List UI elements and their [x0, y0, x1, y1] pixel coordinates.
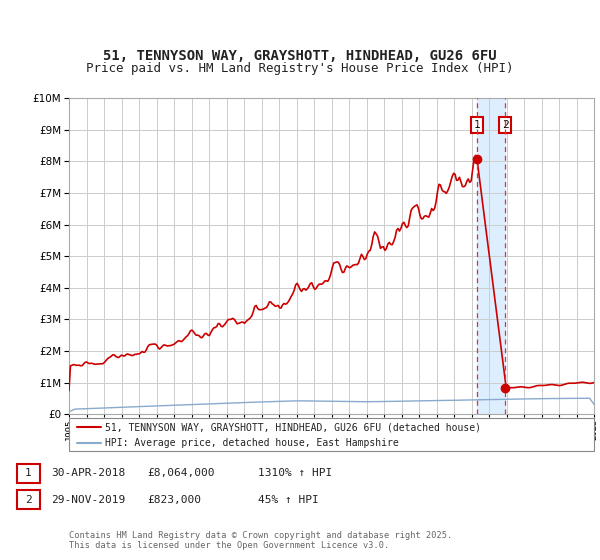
Text: Price paid vs. HM Land Registry's House Price Index (HPI): Price paid vs. HM Land Registry's House … [86, 62, 514, 75]
Text: 45% ↑ HPI: 45% ↑ HPI [258, 494, 319, 505]
Bar [477, 98, 505, 414]
Text: 1310% ↑ HPI: 1310% ↑ HPI [258, 468, 332, 478]
Text: £8,064,000: £8,064,000 [147, 468, 215, 478]
Text: 2: 2 [502, 120, 508, 130]
Text: 2: 2 [25, 494, 32, 505]
Text: 51, TENNYSON WAY, GRAYSHOTT, HINDHEAD, GU26 6FU (detached house): 51, TENNYSON WAY, GRAYSHOTT, HINDHEAD, G… [105, 422, 481, 432]
Text: 1: 1 [474, 120, 481, 130]
Text: 51, TENNYSON WAY, GRAYSHOTT, HINDHEAD, GU26 6FU: 51, TENNYSON WAY, GRAYSHOTT, HINDHEAD, G… [103, 49, 497, 63]
Text: 29-NOV-2019: 29-NOV-2019 [51, 494, 125, 505]
Text: HPI: Average price, detached house, East Hampshire: HPI: Average price, detached house, East… [105, 438, 398, 447]
Text: £823,000: £823,000 [147, 494, 201, 505]
FancyBboxPatch shape [69, 418, 594, 451]
Text: 30-APR-2018: 30-APR-2018 [51, 468, 125, 478]
Text: Contains HM Land Registry data © Crown copyright and database right 2025.
This d: Contains HM Land Registry data © Crown c… [69, 530, 452, 550]
Text: 1: 1 [25, 468, 32, 478]
